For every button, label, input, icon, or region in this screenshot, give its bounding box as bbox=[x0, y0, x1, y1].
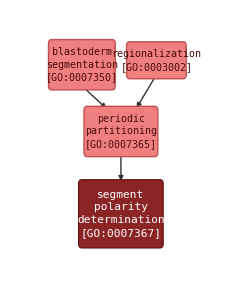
Text: regionalization
[GO:0003002]: regionalization [GO:0003002] bbox=[111, 49, 202, 72]
Text: periodic
partitioning
[GO:0007365]: periodic partitioning [GO:0007365] bbox=[85, 114, 157, 149]
FancyBboxPatch shape bbox=[49, 40, 115, 90]
Text: segment
polarity
determination
[GO:0007367]: segment polarity determination [GO:00073… bbox=[77, 190, 165, 238]
FancyBboxPatch shape bbox=[127, 42, 186, 79]
Text: blastoderm
segmentation
[GO:0007350]: blastoderm segmentation [GO:0007350] bbox=[46, 47, 118, 83]
FancyBboxPatch shape bbox=[79, 180, 163, 248]
FancyBboxPatch shape bbox=[84, 106, 158, 157]
